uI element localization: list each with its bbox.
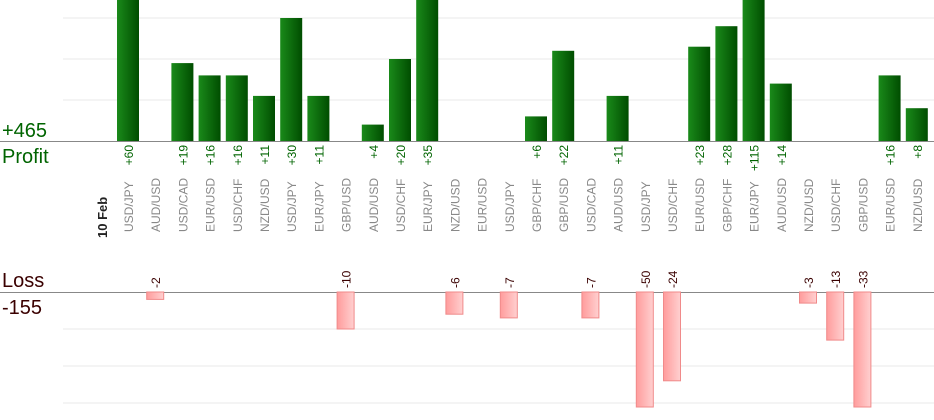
pair-label: AUD/USD [612,178,626,232]
loss-value-label: -6 [448,277,462,288]
profit-bar [361,124,384,141]
profit-value-label: +20 [394,145,408,166]
loss-bar [581,291,600,319]
profit-bar [769,83,792,141]
profit-value-label: +35 [421,145,435,166]
loss-value-label: -24 [666,270,680,288]
pair-label: AUD/USD [149,178,163,232]
pair-label: GBP/USD [856,178,870,232]
pair-label: GBP/USD [557,178,571,232]
pair-label: EUR/JPY [312,181,326,232]
loss-value-label: -33 [856,270,870,288]
loss-bar [826,291,845,341]
loss-value-label: -3 [802,277,816,288]
profit-label: Profit [2,146,49,168]
loss-value-label: -10 [340,270,354,288]
profit-value-label: +8 [911,145,925,159]
pair-label: USD/JPY [285,181,299,232]
pair-label: USD/CHF [666,179,680,232]
pair-label: USD/CAD [584,178,598,232]
loss-total: -155 [2,297,42,319]
profit-bar [552,50,575,141]
profit-value-label: +30 [285,145,299,166]
pair-label: EUR/USD [476,178,490,232]
loss-label: Loss [2,270,44,292]
profit-value-label: +19 [176,145,190,166]
date-label: 10 Feb [95,197,110,238]
pair-label: NZD/USD [802,178,816,232]
pair-label: AUD/USD [367,178,381,232]
profit-value-label: +11 [258,145,272,165]
pair-label: AUD/USD [775,178,789,232]
pair-label: USD/JPY [639,181,653,232]
profit-bar [253,95,275,141]
loss-value-label: -7 [584,277,598,288]
profit-bar [525,116,547,141]
loss-value-label: -50 [639,270,653,288]
profit-bar [307,95,330,141]
profit-value-label: +6 [530,145,544,159]
profit-total: +465 [2,120,47,142]
pair-label: EUR/JPY [748,181,762,232]
profit-bar [171,63,194,141]
loss-bar [445,291,464,315]
profit-bar [606,95,629,141]
profit-bar [198,75,221,141]
pair-label: USD/CHF [829,179,843,232]
profit-bar [225,75,248,141]
profit-value-label: +4 [367,145,381,159]
profit-value-label: +14 [775,145,789,166]
profit-bar [688,46,711,142]
loss-bar [635,291,654,408]
pair-label: EUR/USD [204,178,218,232]
pair-label: GBP/USD [340,178,354,232]
profit-value-label: +60 [122,145,136,166]
profit-value-label: +11 [312,145,326,165]
pair-label: NZD/USD [911,178,925,232]
profit-value-label: +16 [231,145,245,166]
pair-label: GBP/CHF [530,179,544,232]
profit-value-label: +23 [693,145,707,166]
loss-bar [336,291,355,330]
pair-label: USD/JPY [122,181,136,232]
pair-label: NZD/USD [258,178,272,232]
loss-bar [799,291,817,304]
profit-bar [715,26,738,142]
profit-value-label: +115 [748,145,762,171]
profit-bar [389,59,411,141]
profit-value-label: +28 [720,145,734,166]
profit-bar [905,108,928,141]
pair-label: USD/JPY [503,181,517,232]
pair-label: EUR/USD [884,178,898,232]
pair-label: NZD/USD [448,178,462,232]
pair-label: EUR/USD [693,178,707,232]
loss-value-label: -7 [503,277,517,288]
loss-bar [499,291,518,319]
profit-value-label: +16 [884,145,898,166]
pair-label: USD/CHF [231,179,245,232]
loss-value-label: -13 [829,270,843,288]
profit-value-label: +16 [204,145,218,166]
pair-label: USD/CAD [176,178,190,232]
profit-bar [280,18,303,141]
pair-label: GBP/CHF [720,179,734,232]
profit-value-label: +11 [612,145,626,165]
loss-bar [146,291,165,300]
pair-label: EUR/JPY [421,181,435,232]
profit-bar [878,75,901,141]
loss-bar [853,291,872,408]
pair-label: USD/CHF [394,179,408,232]
profit-value-label: +22 [557,145,571,166]
profit-bar [416,0,439,141]
profit-bar [742,0,765,141]
loss-value-label: -2 [149,277,163,288]
profit-bar [117,0,139,141]
loss-bar [663,291,681,382]
